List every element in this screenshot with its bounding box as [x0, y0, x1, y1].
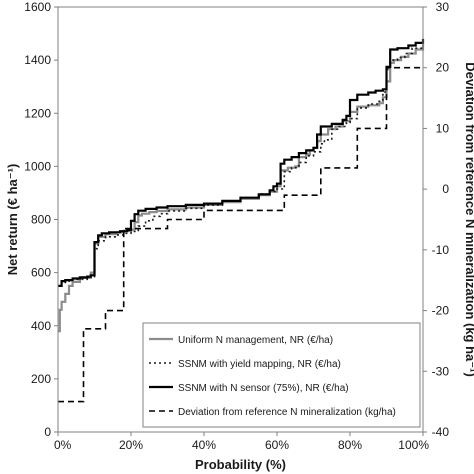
x-tick-label: 0%: [54, 438, 72, 452]
y-tick-label: 400: [31, 319, 51, 333]
y2-tick-label: -20: [432, 304, 450, 318]
y-tick-label: 1200: [24, 106, 51, 120]
y2-axis-title: Deviation from reference N mineralizatio…: [463, 62, 474, 377]
y-axis-title: Net return (€ ha⁻¹): [5, 164, 20, 276]
y-tick-label: 1000: [24, 159, 51, 173]
y2-tick-label: 20: [436, 61, 450, 75]
legend-label-1: Uniform N management, NR (€/ha): [178, 335, 333, 346]
legend-label-4: Deviation from reference N mineralizatio…: [178, 407, 396, 418]
series-line-1: [58, 44, 425, 333]
legend: Uniform N management, NR (€/ha) SSNM with…: [142, 322, 421, 428]
y2-tick-label: 0: [442, 182, 449, 196]
y2-tick-label: -10: [432, 243, 450, 257]
legend-box: [142, 322, 421, 428]
y2-tick-label: -40: [432, 425, 450, 439]
legend-label-3: SSNM with N sensor (75%), NR (€/ha): [178, 383, 349, 394]
series-line-4: [58, 66, 423, 403]
series-line-2: [58, 45, 424, 287]
y2-tick-label: 30: [436, 0, 450, 14]
x-tick-label: 100%: [398, 438, 429, 452]
y2-tick-label: 10: [436, 121, 450, 135]
series-layer: [58, 38, 425, 403]
y-tick-label: 0: [44, 425, 51, 439]
y2-tick-label: -30: [432, 364, 450, 378]
y-tick-label: 200: [31, 372, 51, 386]
x-tick-label: 40%: [192, 438, 216, 452]
y-tick-label: 600: [31, 266, 51, 280]
legend-label-2: SSNM with yield mapping, NR (€/ha): [178, 359, 341, 370]
x-tick-label: 20%: [119, 438, 143, 452]
y-tick-label: 800: [31, 213, 51, 227]
x-tick-label: 80%: [338, 438, 362, 452]
series-line-3: [58, 38, 425, 287]
y-tick-label: 1600: [24, 0, 51, 14]
x-axis-title: Probability (%): [195, 457, 286, 472]
axes-layer: 02004006008001000120014001600-40-30-20-1…: [5, 0, 474, 472]
y-tick-label: 1400: [24, 53, 51, 67]
x-tick-label: 60%: [265, 438, 289, 452]
